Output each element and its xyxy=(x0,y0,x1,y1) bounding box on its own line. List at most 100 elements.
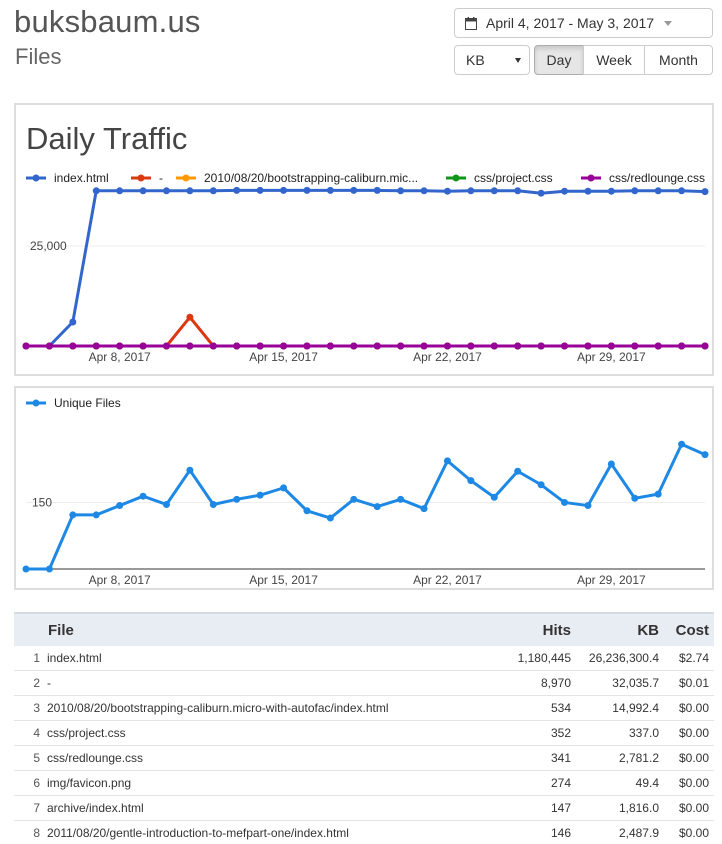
data-point xyxy=(631,342,639,350)
row-index: 2 xyxy=(14,670,44,697)
data-point xyxy=(116,342,124,350)
table-row[interactable]: 8 2011/08/20/gentle-introduction-to-mefpa… xyxy=(14,820,714,844)
table-row[interactable]: 1 index.html 1,180,445 26,236,300.4 $2.74 xyxy=(14,646,714,672)
data-point xyxy=(607,187,615,195)
data-point xyxy=(467,477,475,485)
column-header-hits[interactable]: Hits xyxy=(492,612,576,646)
date-range-picker[interactable]: April 4, 2017 - May 3, 2017 xyxy=(454,8,713,38)
data-point xyxy=(69,511,77,519)
table-row[interactable]: 5 css/redlounge.css 341 2,781.2 $0.00 xyxy=(14,745,714,771)
hits-cell: 147 xyxy=(492,795,576,821)
series-line xyxy=(26,188,706,348)
data-point xyxy=(45,342,53,350)
kb-cell: 26,236,300.4 xyxy=(576,646,664,672)
hits-cell: 1,180,445 xyxy=(492,646,576,672)
legend-marker xyxy=(137,174,145,182)
x-tick-label: Apr 29, 2017 xyxy=(577,573,646,587)
unit-select-value: KB xyxy=(466,52,485,68)
file-cell: index.html xyxy=(44,646,492,672)
data-point xyxy=(490,187,498,195)
daily-traffic-panel: Daily Traffic 25,000 Apr 8, 2017 Apr 15, 2… xyxy=(14,103,714,376)
legend-label: Unique Files xyxy=(54,396,121,410)
unique-files-chart: 150 Apr 8, 2017 Apr 15, 2017 Apr 22, 2017 Ap… xyxy=(22,396,709,587)
data-point xyxy=(514,467,522,475)
row-index: 3 xyxy=(14,695,44,722)
legend-marker xyxy=(452,174,460,182)
table-row[interactable]: 2-8,970 32,035.7 $0.01 xyxy=(14,670,714,697)
data-point xyxy=(467,187,475,195)
file-cell: css/project.css xyxy=(44,720,492,747)
data-point xyxy=(350,186,358,194)
data-point xyxy=(69,342,77,350)
kb-cell: 1,816.0 xyxy=(576,795,664,821)
data-point xyxy=(186,342,194,350)
data-point xyxy=(607,342,615,350)
data-point xyxy=(514,342,522,350)
data-point xyxy=(186,466,194,474)
data-point xyxy=(537,189,545,197)
hits-cell: 146 xyxy=(492,820,576,844)
row-index: 7 xyxy=(14,795,44,821)
data-point xyxy=(116,502,124,510)
calendar-icon xyxy=(465,16,477,30)
data-point xyxy=(678,440,686,448)
month-button[interactable]: Month xyxy=(644,45,713,75)
data-point xyxy=(701,342,709,350)
table-row[interactable]: 6 img/favicon.png 274 49.4 $0.00 xyxy=(14,770,714,796)
kb-cell: 49.4 xyxy=(576,770,664,796)
column-header-file[interactable]: File xyxy=(44,612,492,646)
data-point xyxy=(350,342,358,350)
data-point xyxy=(654,187,662,195)
table-row[interactable]: 3 2010/08/20/bootstrapping-caliburn.micro… xyxy=(14,695,714,722)
column-header-cost[interactable]: Cost xyxy=(664,612,714,646)
cost-cell: $2.74 xyxy=(664,646,714,672)
data-point xyxy=(326,342,334,350)
data-point xyxy=(537,342,545,350)
series-line xyxy=(26,442,706,571)
table-row[interactable]: 4 css/project.css 352 337.0 $0.00 xyxy=(14,720,714,747)
data-point xyxy=(490,493,498,501)
table-row[interactable]: 7 archive/index.html 147 1,816.0 $0.00 xyxy=(14,795,714,821)
kb-cell: 2,487.9 xyxy=(576,820,664,844)
table-header-row: File Hits KB Cost xyxy=(14,612,714,646)
cost-cell: $0.00 xyxy=(664,720,714,747)
data-point xyxy=(209,187,217,195)
file-cell: img/favicon.png xyxy=(44,770,492,796)
data-point xyxy=(678,342,686,350)
hits-cell: 534 xyxy=(492,695,576,722)
data-point xyxy=(233,186,241,194)
cost-cell: $0.00 xyxy=(664,795,714,821)
chart-title: Daily Traffic xyxy=(26,121,188,156)
data-point xyxy=(162,187,170,195)
data-point xyxy=(303,186,311,194)
column-header-kb[interactable]: KB xyxy=(576,612,664,646)
hits-cell: 341 xyxy=(492,745,576,771)
data-point xyxy=(490,342,498,350)
file-cell: 2011/08/20/gentle-introduction-to-mefpar… xyxy=(44,820,492,844)
x-tick-label: Apr 29, 2017 xyxy=(577,350,646,364)
row-index: 4 xyxy=(14,720,44,747)
day-button[interactable]: Day xyxy=(534,45,584,75)
data-point xyxy=(233,342,241,350)
data-point xyxy=(45,565,53,573)
week-button[interactable]: Week xyxy=(583,45,645,75)
data-point xyxy=(139,187,147,195)
data-point xyxy=(420,342,428,350)
data-point xyxy=(467,342,475,350)
page-subtitle: Files xyxy=(15,44,62,69)
row-index: 1 xyxy=(14,646,44,672)
data-point xyxy=(701,188,709,196)
y-tick-label: 150 xyxy=(32,495,52,509)
data-point xyxy=(256,186,264,194)
kb-cell: 32,035.7 xyxy=(576,670,664,697)
data-point xyxy=(209,342,217,350)
data-point xyxy=(654,342,662,350)
data-point xyxy=(139,492,147,500)
data-point xyxy=(537,481,545,489)
cost-cell: $0.00 xyxy=(664,695,714,722)
data-point xyxy=(561,498,569,506)
unit-select[interactable]: KB xyxy=(454,45,530,75)
data-point xyxy=(584,342,592,350)
hits-cell: 352 xyxy=(492,720,576,747)
data-point xyxy=(256,491,264,499)
